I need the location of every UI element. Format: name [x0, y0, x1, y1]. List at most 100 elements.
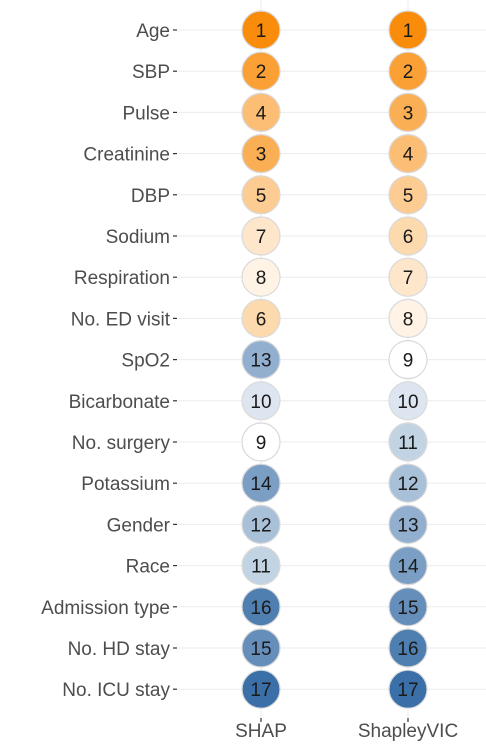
y-tick-label: No. ED visit: [71, 309, 171, 330]
rank-circle: [241, 422, 281, 462]
y-tick-label: Age: [136, 21, 170, 42]
rank-circle: [388, 298, 428, 338]
x-tick-label: ShapleyVIC: [358, 721, 458, 742]
rank-circle: [241, 51, 281, 91]
rank-circle: [241, 257, 281, 297]
rank-marker: 4: [388, 134, 428, 174]
rank-circle: [241, 381, 281, 421]
rank-label: 9: [256, 433, 267, 454]
rank-marker: 5: [388, 175, 428, 215]
rank-circle: [388, 257, 428, 297]
rank-marker: 5: [241, 175, 281, 215]
rank-marker: 15: [241, 628, 281, 668]
rank-marker: 1: [388, 10, 428, 50]
rank-circle: [388, 340, 428, 380]
rank-circle: [388, 381, 428, 421]
rank-circle: [388, 545, 428, 586]
rank-circle: [241, 175, 281, 215]
rank-label: 5: [256, 186, 267, 207]
y-tick-label: SpO2: [121, 351, 170, 372]
rank-circle: [388, 92, 428, 133]
rank-label: 1: [256, 21, 267, 42]
x-axis: SHAP ShapleyVIC: [235, 718, 458, 742]
rank-marker: 14: [388, 545, 428, 586]
rank-circle: [388, 216, 428, 256]
rank-label: 9: [403, 351, 414, 372]
rank-circle: [388, 175, 428, 215]
y-tick-label: Creatinine: [83, 145, 170, 166]
rank-marker: 2: [388, 51, 428, 91]
rank-label: 16: [250, 598, 271, 619]
rank-marker: 16: [388, 628, 428, 668]
rank-marker: 9: [388, 340, 428, 380]
rank-label: 17: [250, 680, 271, 701]
rank-label: 14: [397, 557, 419, 578]
rank-label: 10: [397, 392, 418, 413]
rank-label: 3: [403, 103, 414, 124]
rank-marker: 8: [241, 257, 281, 297]
rank-marker: 16: [241, 587, 281, 627]
rank-marker: 13: [388, 504, 428, 545]
rank-marker: 11: [388, 422, 428, 462]
y-tick-label: Potassium: [81, 474, 170, 495]
rank-label: 17: [397, 680, 418, 701]
y-tick-label: Pulse: [122, 103, 170, 124]
rank-circle: [388, 628, 428, 668]
rank-label: 12: [250, 515, 271, 536]
rank-marker: 6: [388, 216, 428, 256]
rank-marker: 14: [241, 463, 281, 503]
rank-label: 8: [256, 268, 267, 289]
rank-marker: 12: [241, 504, 281, 545]
y-tick-label: No. surgery: [72, 433, 171, 454]
y-tick-label: No. ICU stay: [62, 680, 170, 701]
rank-label: 4: [403, 145, 414, 166]
y-tick-label: Race: [126, 557, 170, 578]
rank-circle: [241, 545, 281, 586]
rank-marker: 3: [241, 134, 281, 174]
rank-marker: 7: [388, 257, 428, 297]
y-tick-label: No. HD stay: [68, 639, 171, 660]
rank-marker: 11: [241, 545, 281, 586]
y-tick-label: Sodium: [106, 227, 170, 248]
rank-label: 15: [250, 639, 271, 660]
grid-layer: [178, 0, 486, 718]
rank-label: 16: [397, 639, 418, 660]
rank-label: 7: [403, 268, 414, 289]
rank-circle: [241, 628, 281, 668]
rank-label: 6: [256, 309, 267, 330]
rank-circle: [241, 92, 281, 133]
y-tick-label: SBP: [132, 62, 170, 83]
rank-circle: [388, 669, 428, 709]
y-axis: Age SBP Pulse Creatinine DBP Sodium Respiratio…: [41, 21, 177, 701]
rank-label: 3: [256, 145, 267, 166]
rank-circle: [241, 463, 281, 503]
rank-marker: 3: [388, 92, 428, 133]
y-tick-label: Respiration: [74, 268, 170, 289]
rank-label: 6: [403, 227, 414, 248]
rank-label: 2: [403, 62, 414, 83]
rank-label: 5: [403, 186, 414, 207]
rank-circle: [388, 504, 428, 545]
y-tick-label: Gender: [107, 515, 171, 536]
rank-label: 8: [403, 309, 414, 330]
x-tick-label: SHAP: [235, 721, 287, 742]
rank-circle: [241, 298, 281, 338]
rank-circle: [388, 134, 428, 174]
rank-circle: [388, 422, 428, 462]
rank-marker: 17: [241, 669, 281, 709]
rank-marker: 2: [241, 51, 281, 91]
rank-label: 7: [256, 227, 267, 248]
rank-label: 10: [250, 392, 271, 413]
rank-label: 14: [250, 474, 272, 495]
rank-circle: [241, 10, 281, 50]
rank-marker: 13: [241, 340, 281, 380]
rank-label: 2: [256, 62, 267, 83]
rank-markers: 1243578613109141211161517123456789101112…: [241, 10, 428, 709]
rank-marker: 12: [388, 463, 428, 503]
rank-circle: [388, 51, 428, 91]
rank-circle: [241, 669, 281, 709]
rank-marker: 15: [388, 587, 428, 627]
rank-circle: [388, 587, 428, 627]
rank-circle: [241, 216, 281, 256]
